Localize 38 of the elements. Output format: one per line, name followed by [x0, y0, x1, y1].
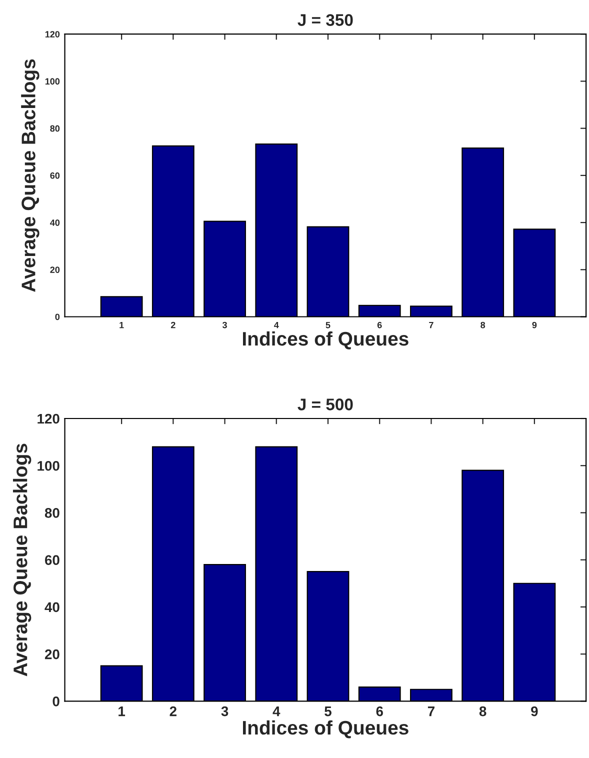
- x-tick-label: 1: [120, 322, 124, 328]
- x-tick-label: 2: [170, 706, 176, 716]
- x-tick-label: 9: [532, 322, 537, 328]
- x-tick-label: 7: [429, 322, 434, 328]
- x-tick-label: 8: [479, 706, 486, 716]
- x-tick-label: 3: [221, 706, 228, 716]
- y-tick-label: 120: [38, 414, 60, 424]
- y-tick-label: 120: [45, 31, 60, 38]
- y-tick-label: 60: [44, 555, 60, 565]
- x-tick-label: 4: [274, 322, 279, 328]
- x-tick-label: 6: [377, 322, 382, 328]
- chart-title: J = 350: [298, 14, 353, 26]
- x-tick-label: 3: [222, 322, 227, 328]
- y-tick-label: 20: [50, 266, 60, 274]
- x-tick-label: 8: [480, 322, 486, 328]
- x-tick-label: 4: [272, 706, 280, 716]
- y-tick-label: 40: [50, 220, 60, 226]
- x-tick-label: 2: [170, 322, 176, 328]
- chart-title: J = 500: [298, 398, 353, 410]
- y-tick-label: 100: [38, 460, 60, 471]
- y-tick-label: 60: [50, 172, 60, 179]
- y-axis-title: Average Queue Backlogs: [21, 59, 40, 292]
- y-tick-label: 80: [50, 125, 60, 132]
- y-tick-label: 0: [55, 314, 60, 320]
- x-tick-label: 5: [326, 322, 330, 328]
- y-tick-label: 40: [44, 602, 60, 612]
- y-tick-label: 100: [45, 78, 60, 85]
- x-tick-label: 5: [324, 706, 332, 716]
- x-tick-label: 9: [531, 706, 538, 716]
- y-tick-label: 0: [52, 696, 60, 706]
- x-tick-label: 6: [376, 706, 383, 716]
- y-axis-title: Average Queue Backlogs: [12, 444, 32, 676]
- y-tick-label: 20: [44, 649, 60, 660]
- x-tick-label: 1: [118, 706, 126, 716]
- x-axis-title: Indices of Queues: [242, 720, 408, 738]
- y-tick-label: 80: [44, 508, 60, 518]
- x-axis-title: Indices of Queues: [242, 331, 408, 350]
- x-tick-label: 7: [428, 706, 434, 716]
